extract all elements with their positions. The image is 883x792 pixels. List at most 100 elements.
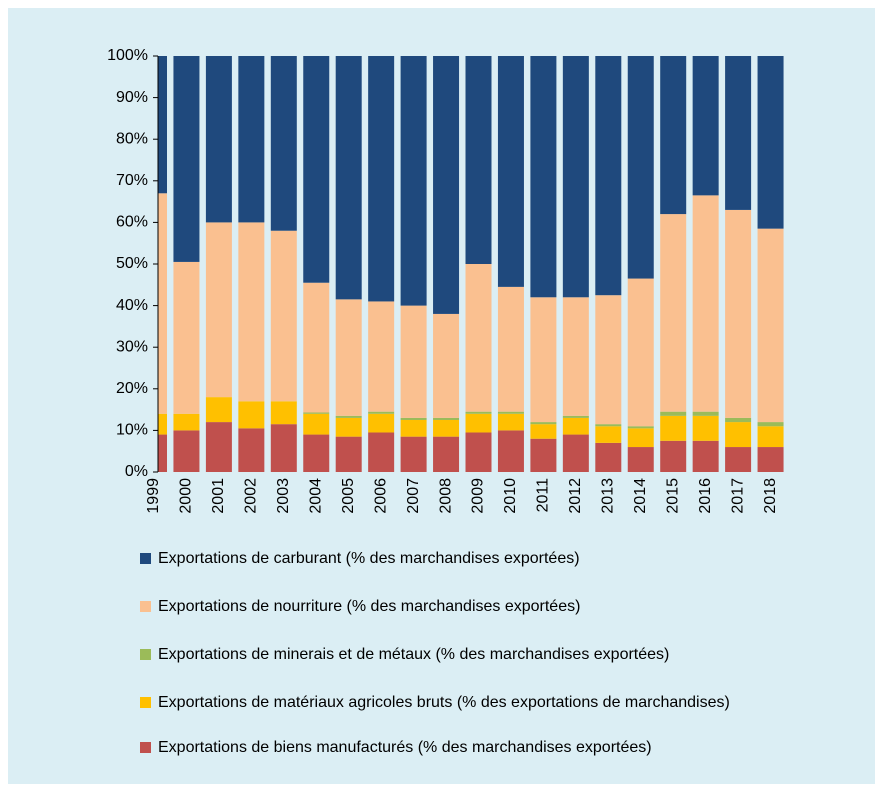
bar-segment [465, 432, 492, 472]
bar-segment [757, 56, 784, 229]
bar-segment [270, 424, 297, 472]
bar-segment [433, 420, 460, 437]
bar-segment [303, 282, 330, 413]
legend-swatch [140, 649, 151, 660]
legend-swatch [140, 553, 151, 564]
bar-segment [205, 397, 232, 423]
bar-segment [530, 56, 557, 298]
bar-segment [757, 426, 784, 448]
bar-segment [627, 447, 654, 472]
bar-segment [238, 401, 265, 429]
bar-segment [725, 422, 752, 448]
bar-segment [270, 401, 297, 425]
bar-segment [400, 417, 427, 420]
legend-item: Exportations de nourriture (% des marcha… [140, 596, 790, 617]
legend-label: Exportations de carburant (% des marchan… [158, 550, 580, 567]
bar-segment [238, 222, 265, 402]
x-tick-label: 2003 [275, 478, 292, 514]
y-tick-label: 60% [116, 214, 148, 231]
bar-segment [335, 417, 362, 437]
x-tick-label: 2010 [502, 478, 519, 514]
bar-segment [433, 417, 460, 420]
y-tick-label: 90% [116, 89, 148, 106]
bar-segment [465, 413, 492, 433]
x-tick-label: 2002 [243, 478, 260, 514]
bar-segment [725, 417, 752, 423]
bar-segment [627, 426, 654, 429]
x-tick-label: 2012 [567, 478, 584, 514]
x-tick-label: 2004 [307, 478, 324, 514]
bar-segment [562, 434, 589, 472]
bar-segment [368, 301, 395, 412]
y-tick-label: 0% [125, 463, 148, 480]
bar-segment [692, 440, 719, 472]
bar-segment [660, 440, 687, 472]
x-tick-label: 2014 [632, 478, 649, 514]
bar-segment [595, 426, 622, 443]
bar-segment [692, 415, 719, 441]
bar-segment [205, 56, 232, 223]
bar-segment [757, 228, 784, 423]
legend-swatch [140, 697, 151, 708]
bar-segment [335, 299, 362, 416]
bar-segment [562, 297, 589, 416]
bar-segment [173, 261, 200, 414]
x-tick-label: 2001 [210, 478, 227, 514]
y-tick-label: 30% [116, 338, 148, 355]
bar-segment [530, 438, 557, 472]
x-tick-label: 2018 [762, 478, 779, 514]
bar-segment [562, 417, 589, 435]
bar-segment [692, 195, 719, 412]
bar-segment [465, 56, 492, 264]
bar-segment [335, 415, 362, 418]
bar-segment [692, 56, 719, 196]
bar-segment [562, 56, 589, 298]
bar-segment [433, 436, 460, 472]
legend-label: Exportations de biens manufacturés (% de… [158, 739, 652, 756]
bar-segment [205, 222, 232, 398]
bar-segment [530, 297, 557, 423]
bar-segment [303, 412, 330, 414]
legend-label: Exportations de minerais et de métaux (%… [158, 646, 670, 663]
bar-segment [725, 56, 752, 210]
legend-label: Exportations de nourriture (% des marcha… [158, 598, 581, 615]
x-tick-label: 2009 [470, 478, 487, 514]
bar-segment [368, 432, 395, 472]
bar-segment [757, 447, 784, 472]
x-tick-label: 2013 [600, 478, 617, 514]
bar-segment [660, 415, 687, 441]
bar-segment [497, 413, 524, 431]
bar-segment [158, 434, 167, 472]
bar-segment [270, 230, 297, 402]
x-tick-label: 1999 [145, 478, 162, 514]
bar-segment [627, 278, 654, 427]
bar-segment [238, 56, 265, 223]
bar-segment [562, 415, 589, 418]
bar-segment [158, 56, 167, 194]
bar-segment [158, 413, 167, 435]
bar-segment [173, 413, 200, 431]
x-tick-label: 2007 [405, 478, 422, 514]
x-tick-label: 2016 [697, 478, 714, 514]
bar-segment [627, 428, 654, 448]
bar-segment [400, 56, 427, 306]
bar-segment [158, 193, 167, 414]
bar-segment [303, 56, 330, 283]
x-tick-label: 2005 [340, 478, 357, 514]
bar-segment [660, 411, 687, 416]
bar-segment [497, 286, 524, 412]
bar-segment [627, 56, 654, 279]
bar-segment [692, 411, 719, 416]
bar-segment [433, 56, 460, 314]
bar-segment [497, 430, 524, 472]
bar-segment [335, 436, 362, 472]
legend-item: Exportations de matériaux agricoles brut… [140, 692, 790, 713]
legend-item: Exportations de biens manufacturés (% de… [140, 737, 790, 758]
y-tick-label: 10% [116, 422, 148, 439]
bar-segment [303, 413, 330, 435]
bar-segment [173, 56, 200, 262]
bar-segment [368, 413, 395, 433]
bars [158, 56, 784, 472]
